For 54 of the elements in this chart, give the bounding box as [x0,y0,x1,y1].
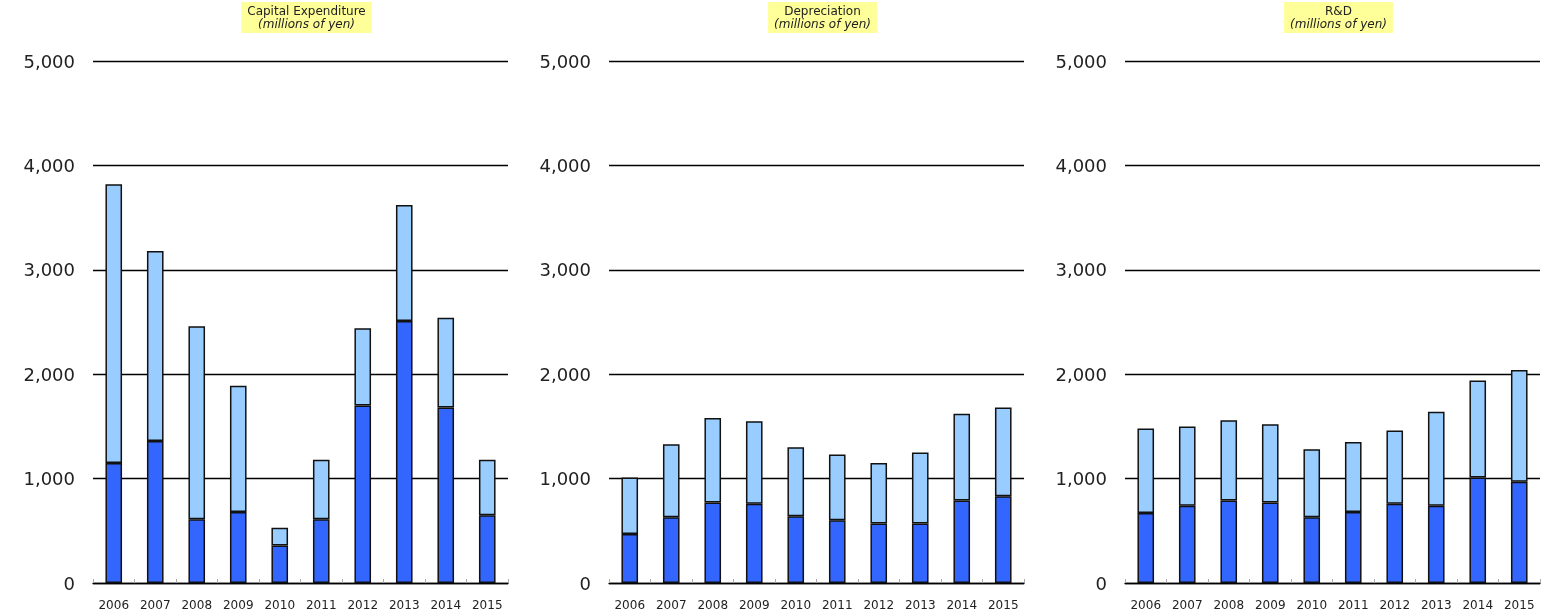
chart-title: Depreciation [784,4,861,18]
y-tick-label: 4,000 [1055,154,1107,176]
x-tick-label: 2014 [430,598,462,612]
x-tick-label: 2009 [738,598,770,612]
x-tick-label: 2014 [1462,598,1494,612]
y-tick-label: 1,000 [1055,468,1107,490]
y-tick-label: 0 [63,572,75,594]
x-tick-label: 2013 [1420,598,1452,612]
y-tick-label: 3,000 [23,259,75,281]
x-tick-label: 2010 [1296,598,1328,612]
y-tick-label: 1,000 [539,468,591,490]
y-tick-label: 3,000 [539,259,591,281]
y-tick-label: 0 [579,572,591,594]
chart-subtitle: (millions of yen) [774,17,871,31]
y-tick-label: 5,000 [23,50,75,72]
x-tick-label: 2008 [1213,598,1245,612]
y-tick-label: 2,000 [539,363,591,385]
x-tick-label: 2012 [1379,598,1411,612]
x-tick-label: 2015 [987,598,1019,612]
x-tick-label: 2014 [946,598,978,612]
x-tick-label: 2011 [1337,598,1369,612]
x-tick-label: 2009 [1254,598,1286,612]
x-tick-label: 2010 [264,598,296,612]
chart-title: Capital Expenditure [247,4,366,18]
x-tick-label: 2012 [347,598,379,612]
x-tick-label: 2011 [305,598,337,612]
x-tick-label: 2006 [98,598,130,612]
x-tick-label: 2013 [388,598,420,612]
x-tick-label: 2010 [780,598,812,612]
y-tick-label: 5,000 [1055,50,1107,72]
x-tick-label: 2012 [863,598,895,612]
x-tick-label: 2007 [139,598,171,612]
chart-subtitle: (millions of yen) [258,17,355,31]
y-tick-label: 3,000 [1055,259,1107,281]
y-tick-label: 4,000 [23,154,75,176]
chart-title: R&D [1325,4,1352,18]
x-tick-label: 2006 [1130,598,1162,612]
y-tick-label: 1,000 [23,468,75,490]
x-tick-label: 2006 [614,598,646,612]
x-tick-label: 2015 [471,598,503,612]
x-tick-label: 2015 [1503,598,1535,612]
x-tick-label: 2007 [655,598,687,612]
x-tick-label: 2008 [181,598,213,612]
y-tick-label: 0 [1095,572,1107,594]
x-tick-label: 2007 [1171,598,1203,612]
y-tick-label: 2,000 [1055,363,1107,385]
x-tick-label: 2008 [697,598,729,612]
x-tick-label: 2009 [222,598,254,612]
chart-subtitle: (millions of yen) [1290,17,1387,31]
x-tick-label: 2011 [821,598,853,612]
y-tick-label: 2,000 [23,363,75,385]
y-tick-label: 5,000 [539,50,591,72]
y-tick-label: 4,000 [539,154,591,176]
x-tick-label: 2013 [904,598,936,612]
